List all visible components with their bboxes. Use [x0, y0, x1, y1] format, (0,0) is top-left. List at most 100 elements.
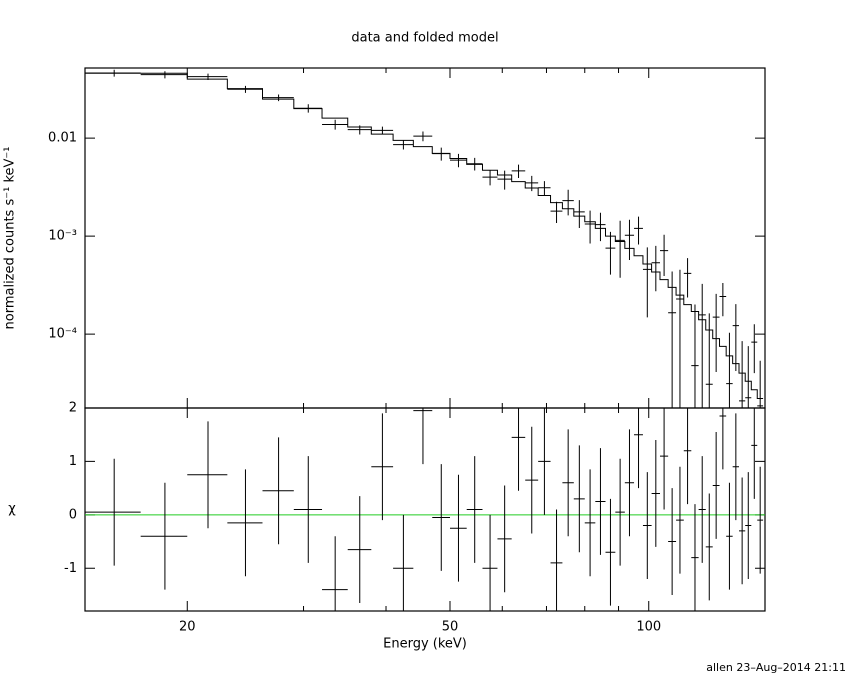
- data-point: [683, 258, 692, 298]
- y-tick-label: 10⁻³: [48, 229, 77, 244]
- residual-point: [698, 456, 706, 563]
- data-point: [751, 324, 758, 374]
- y-tick-label: 10⁻⁴: [48, 327, 77, 342]
- residual-point: [719, 408, 727, 470]
- residual-point: [550, 509, 563, 611]
- data-point: [651, 245, 660, 292]
- residual-point: [497, 485, 512, 593]
- residual-point: [712, 432, 720, 539]
- data-point: [739, 341, 746, 408]
- residual-point: [393, 514, 414, 611]
- residual-point: [683, 408, 692, 505]
- data-point: [705, 313, 713, 408]
- data-point: [550, 201, 563, 224]
- data-point: [634, 216, 643, 245]
- y-tick-label: 1: [69, 454, 77, 469]
- residual-point: [705, 493, 713, 601]
- data-point: [719, 283, 727, 317]
- y-tick-label: 0.01: [48, 131, 77, 146]
- residual-point: [562, 429, 574, 537]
- model-step: [85, 72, 764, 400]
- residual-point: [659, 408, 669, 510]
- data-point: [668, 271, 677, 408]
- residual-point: [691, 504, 699, 611]
- x-axis-label: Energy (keV): [383, 637, 467, 652]
- data-point: [432, 147, 450, 161]
- residual-point: [85, 458, 141, 566]
- chart-title: data and folded model: [351, 31, 498, 46]
- data-point: [482, 170, 498, 186]
- data-point: [538, 181, 551, 196]
- x-tick-label: 100: [636, 620, 661, 635]
- residual-point: [466, 456, 483, 563]
- residual-point: [726, 482, 733, 590]
- x-tick-label: 50: [442, 620, 459, 635]
- residual-point: [187, 421, 228, 529]
- plot-frame: [84, 407, 766, 612]
- y-axis-label: normalized counts s⁻¹ keV⁻¹: [3, 147, 18, 330]
- residual-point: [745, 472, 752, 579]
- residual-point: [413, 408, 433, 465]
- residual-point: [642, 472, 652, 579]
- residual-point: [347, 496, 372, 603]
- residual-point: [584, 469, 596, 577]
- data-point: [659, 234, 669, 276]
- residual-point: [262, 437, 294, 545]
- residual-point: [615, 458, 625, 566]
- footer: allen 23–Aug–2014 21:11: [706, 661, 846, 674]
- residual-point: [322, 536, 348, 611]
- residual-point: [293, 456, 323, 563]
- data-point: [676, 269, 684, 408]
- residual-point: [739, 477, 746, 585]
- data-point: [712, 293, 720, 373]
- residual-point: [449, 474, 467, 582]
- residual-point: [227, 469, 263, 577]
- data-point: [393, 140, 414, 150]
- x-tick-label: 20: [179, 620, 196, 635]
- data-point: [615, 220, 625, 278]
- residual-point: [432, 464, 450, 571]
- data-point: [691, 304, 699, 408]
- residual-point: [605, 498, 616, 606]
- data-point: [140, 71, 188, 79]
- residual-point: [751, 408, 758, 499]
- data-point: [371, 126, 394, 135]
- data-point: [642, 247, 652, 318]
- y-axis-label: χ: [8, 502, 16, 517]
- data-point: [562, 189, 574, 216]
- plot-frame: [84, 67, 766, 409]
- y-tick-label: -1: [64, 561, 77, 576]
- data-point: [413, 131, 433, 142]
- residual-point: [757, 466, 764, 574]
- data-point: [732, 304, 740, 371]
- data-point: [227, 85, 263, 93]
- residual-point: [732, 413, 740, 521]
- data-point: [511, 164, 526, 178]
- residual-point: [140, 482, 188, 590]
- residual-point: [573, 445, 585, 553]
- residual-point: [668, 488, 677, 595]
- residual-point: [371, 413, 394, 521]
- residual-point: [525, 426, 539, 534]
- data-point: [525, 175, 539, 192]
- data-point: [584, 210, 596, 244]
- data-point: [322, 119, 348, 130]
- residual-point: [511, 408, 526, 491]
- data-point: [698, 283, 706, 408]
- y-tick-label: 2: [69, 401, 77, 416]
- data-point: [573, 200, 585, 229]
- data-point: [605, 231, 616, 275]
- data-point: [757, 360, 764, 408]
- data-point: [262, 94, 294, 102]
- residual-point: [634, 408, 643, 489]
- data-point: [745, 346, 752, 408]
- residual-point: [651, 440, 660, 547]
- residual-point: [482, 514, 498, 611]
- residual-point: [676, 466, 684, 574]
- data-point: [595, 212, 606, 242]
- data-point: [726, 332, 733, 408]
- data-point: [449, 153, 467, 168]
- data-point: [624, 219, 635, 261]
- residual-point: [595, 448, 606, 555]
